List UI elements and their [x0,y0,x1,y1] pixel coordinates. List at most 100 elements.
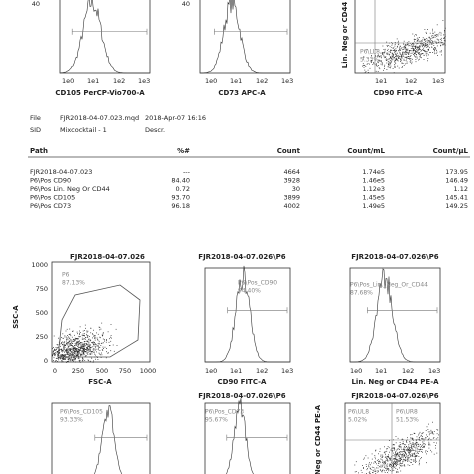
dot [65,345,66,346]
dot [403,464,405,466]
dot [106,351,107,353]
dot [68,357,70,359]
dot [428,438,430,440]
dot [57,358,59,359]
table-cell: 173.95 [445,168,468,176]
dot [415,456,416,458]
dot [71,353,73,355]
x-tick: 1e2 [405,77,417,85]
x-tick: 250 [72,367,84,375]
dot [432,30,433,32]
dot [403,43,405,45]
dot [418,39,419,41]
dot [81,350,83,352]
gate-pct: 5.02% [348,417,367,424]
dot [423,445,425,447]
dot [77,354,79,355]
dot [89,347,90,349]
histogram [205,265,290,363]
dot [440,32,442,34]
dot [404,46,406,47]
dot [375,450,376,452]
dot [385,467,386,469]
dot [54,352,55,354]
dot [389,465,391,467]
dot [376,463,377,465]
x-tick: 1e1 [230,77,242,85]
dot [413,47,415,49]
dot [402,53,404,55]
dot [64,341,66,343]
dot [372,64,374,65]
dot [66,362,67,363]
dot [93,360,94,362]
dot [411,43,412,45]
dot [419,58,420,60]
dot [388,468,389,470]
dot [429,444,431,446]
dot [408,458,410,460]
dot [372,469,374,471]
dot [63,343,65,345]
dot [115,328,117,330]
dot [68,358,70,359]
dot [397,459,398,461]
dot [427,58,429,59]
dot [90,347,92,348]
dot [76,343,78,345]
dot [62,351,63,353]
dot [393,458,395,459]
dot [387,50,388,51]
dot [395,462,397,464]
dot [403,455,405,457]
dot [444,31,445,33]
dot [415,458,416,460]
dot [396,449,398,451]
dot [391,57,393,59]
dot [396,471,398,473]
dot [109,338,110,340]
dot [79,336,81,337]
dot [395,458,396,460]
table-cell: FJR2018-04-07.023 [30,168,92,176]
dot [81,346,83,347]
dot [389,62,391,63]
dot [78,344,80,346]
dot [408,449,409,450]
dot [390,459,391,460]
dot [99,336,101,338]
dot [71,352,73,354]
dot [418,453,419,454]
dot [433,453,435,455]
dot [391,55,393,57]
dot [97,343,99,345]
dot [60,355,62,357]
dot [434,40,436,42]
dot [104,339,105,341]
dot [387,463,389,465]
dot [55,349,56,351]
dot [69,348,71,350]
dot [79,334,80,335]
dot [102,333,104,335]
x-tick: 1e0 [350,367,362,375]
dot [438,434,439,436]
dot [409,452,411,453]
dot [381,64,383,66]
dot [388,62,390,64]
dot [73,340,75,342]
dot [56,350,58,352]
dot [386,448,387,450]
dot [377,54,379,56]
dot [419,463,420,464]
dot [389,460,391,461]
dot [388,58,390,60]
dot [73,355,75,357]
x-tick: 750 [119,367,131,375]
dot [398,56,400,58]
dot [83,349,84,351]
dot [426,39,428,41]
dot [422,432,423,434]
dot [406,442,408,443]
dot [93,329,94,331]
